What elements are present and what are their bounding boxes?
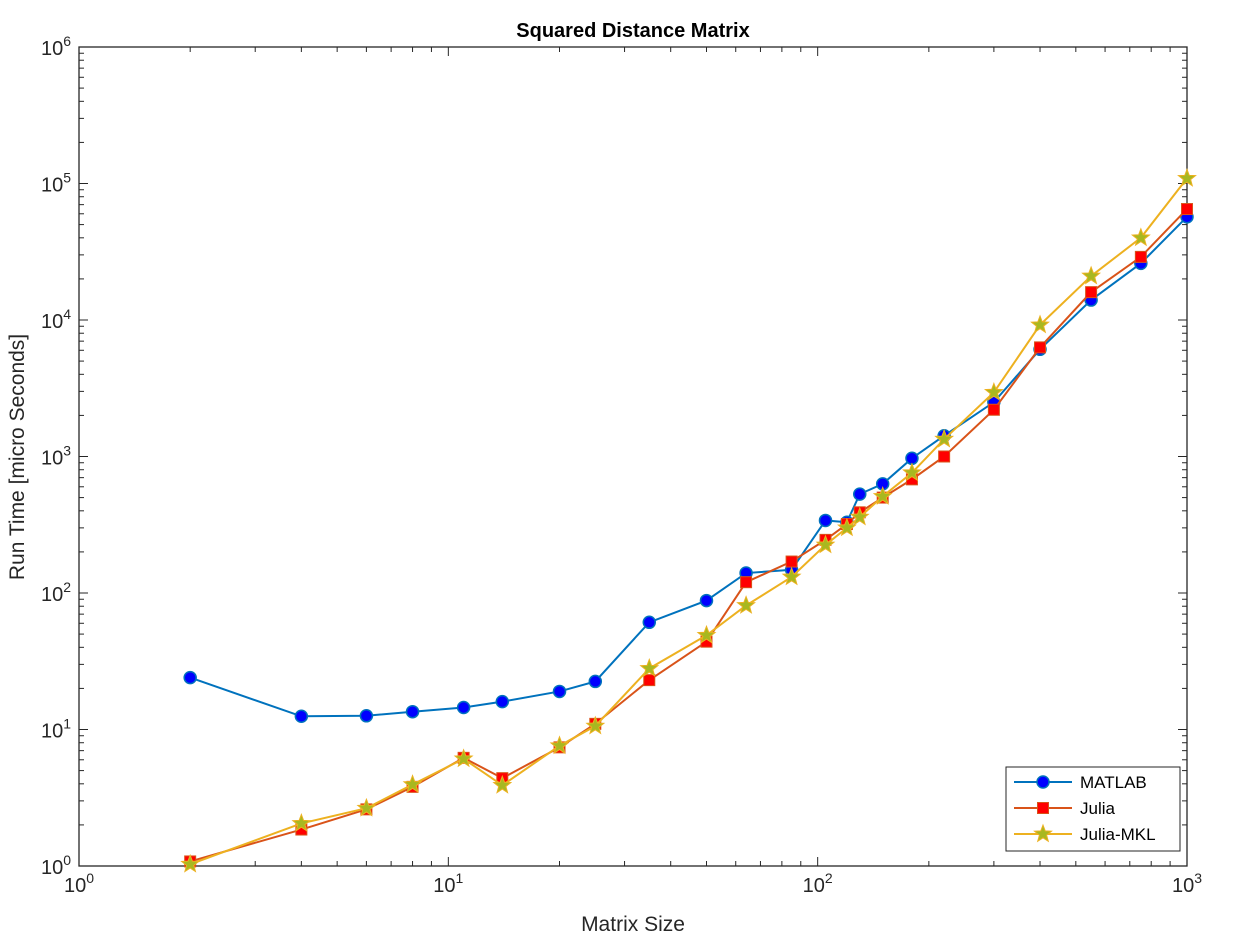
data-point-marker [938, 450, 951, 463]
data-point-marker [1181, 203, 1193, 216]
data-point-marker [585, 715, 606, 735]
x-tick-label: 101 [433, 870, 463, 897]
legend-label: Julia-MKL [1080, 825, 1156, 844]
data-point-marker [1177, 167, 1197, 187]
data-point-marker [643, 674, 656, 687]
data-point-marker [639, 658, 660, 677]
series-julia-mkl [180, 167, 1197, 873]
legend-label: MATLAB [1080, 773, 1147, 792]
x-tick-label: 103 [1172, 870, 1202, 897]
data-point-marker [837, 517, 857, 537]
x-tick-label: 100 [64, 870, 94, 897]
plot-area-box [78, 46, 1188, 867]
data-point-marker [902, 462, 922, 482]
data-point-marker [492, 774, 513, 794]
data-point-marker [785, 555, 798, 568]
data-point-marker [815, 534, 836, 554]
y-tick-label: 105 [41, 170, 71, 197]
data-point-marker [1081, 265, 1102, 285]
series [180, 167, 1197, 873]
data-point-marker [642, 615, 657, 630]
data-point-marker [183, 670, 197, 685]
data-point-marker [549, 735, 570, 755]
y-tick-label: 104 [41, 306, 71, 333]
data-point-marker [588, 674, 603, 689]
axes [78, 46, 1188, 867]
x-tick-label: 102 [803, 870, 833, 897]
data-point-marker [983, 381, 1004, 401]
legend-item: MATLAB [1014, 773, 1147, 792]
data-point-marker [1030, 314, 1050, 334]
data-point-marker [453, 748, 474, 768]
data-point-marker [1034, 341, 1047, 354]
data-point-marker [294, 709, 309, 724]
data-point-marker [699, 593, 714, 608]
data-point-marker [456, 700, 471, 715]
x-axis-label: Matrix Size [581, 913, 685, 936]
data-point-marker [180, 853, 201, 873]
y-tick-label: 103 [41, 443, 71, 470]
legend-marker [1033, 823, 1053, 843]
legend-label: Julia [1080, 799, 1116, 818]
y-axis-label: Run Time [micro Seconds] [6, 334, 29, 580]
data-point-marker [696, 624, 717, 644]
data-point-marker [1085, 286, 1098, 299]
ticks: 100 101 102 103 100 101 102 103 104 105 106 [41, 33, 1202, 897]
legend: MATLAB Julia Julia-MKL [1005, 766, 1181, 852]
data-point-marker [740, 576, 753, 589]
y-tick-label: 100 [41, 852, 71, 879]
data-point-marker [552, 684, 567, 699]
data-point-marker [934, 428, 955, 448]
chart-title: Squared Distance Matrix [516, 20, 749, 42]
data-point-marker [495, 694, 510, 709]
data-point-marker [402, 774, 423, 793]
legend-marker [1036, 775, 1050, 789]
data-point-marker [818, 513, 833, 528]
legend-item: Julia [1014, 799, 1116, 818]
y-tick-label: 101 [41, 716, 71, 743]
y-tick-label: 106 [41, 33, 71, 60]
data-point-marker [291, 813, 312, 832]
data-point-marker [987, 403, 1000, 416]
data-point-marker [849, 506, 870, 526]
data-point-marker [736, 595, 756, 614]
data-point-marker [356, 797, 377, 817]
legend-item: Julia-MKL [1014, 823, 1156, 844]
legend-marker [1037, 802, 1049, 814]
data-point-marker [872, 486, 893, 505]
data-point-marker [781, 566, 802, 586]
data-point-marker [1134, 250, 1147, 263]
data-point-marker [1130, 227, 1151, 247]
y-tick-label: 102 [41, 579, 71, 606]
data-point-marker [405, 704, 420, 719]
data-point-marker [852, 487, 867, 501]
data-point-marker [359, 709, 374, 723]
